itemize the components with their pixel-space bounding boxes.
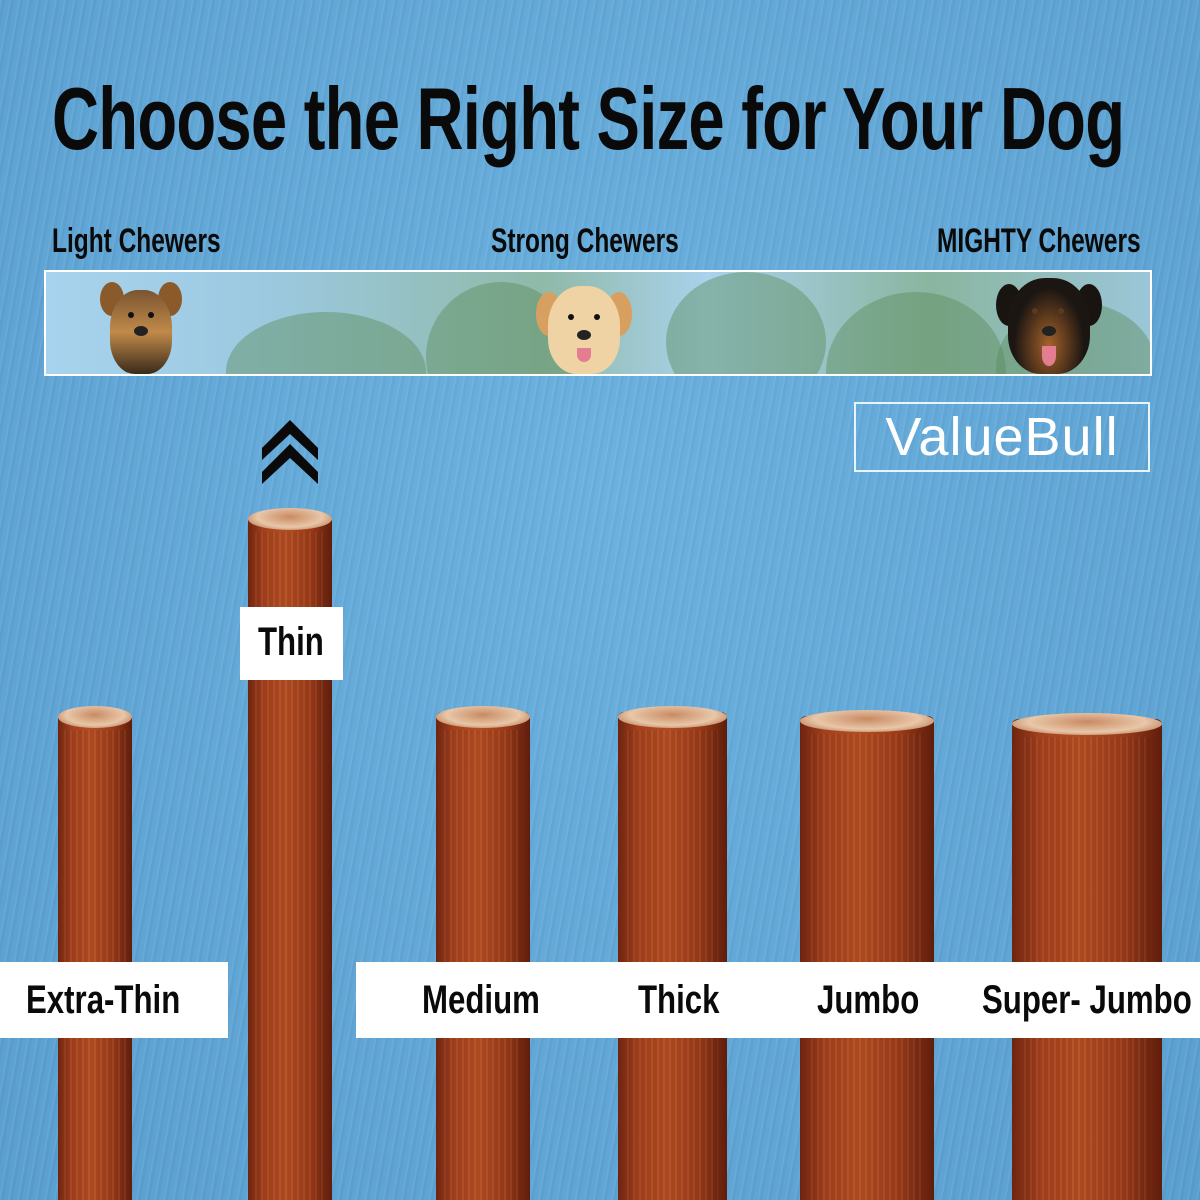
chewer-scale-banner [44, 270, 1152, 376]
label-box-extra-thin [0, 962, 228, 1038]
strong-chewers-label: Strong Chewers [491, 222, 679, 260]
stick-thick [618, 706, 727, 1200]
label-box-sizes [356, 962, 1200, 1038]
valuebull-logo: ValueBull [854, 402, 1150, 472]
size-label-jumbo: Jumbo [817, 978, 920, 1022]
stick-extra-thin [58, 706, 132, 1200]
stick-medium [436, 706, 530, 1200]
yorkie-dog-image [96, 274, 186, 374]
size-label-extra-thin: Extra-Thin [26, 978, 181, 1022]
size-label-thick: Thick [638, 978, 720, 1022]
double-chevron-up-icon [262, 420, 318, 484]
size-label-super-jumbo: Super- Jumbo [982, 978, 1192, 1022]
mighty-chewers-label: MIGHTY Chewers [937, 222, 1141, 260]
stick-jumbo [800, 710, 934, 1200]
stick-super-jumbo [1012, 713, 1162, 1200]
label-box-thin [240, 607, 343, 680]
page-title: Choose the Right Size for Your Dog [52, 69, 1125, 168]
labrador-dog-image [534, 284, 634, 374]
size-label-medium: Medium [422, 978, 540, 1022]
light-chewers-label: Light Chewers [52, 222, 221, 260]
size-label-thin: Thin [258, 620, 324, 664]
rottweiler-dog-image [994, 278, 1104, 374]
